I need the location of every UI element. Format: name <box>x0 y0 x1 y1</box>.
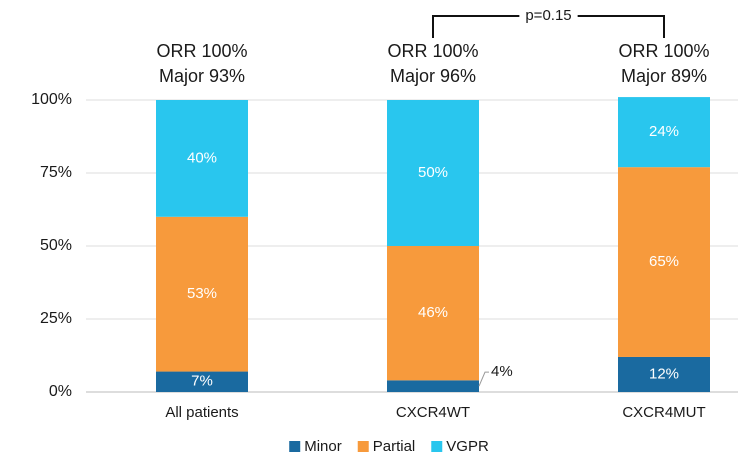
bracket-label-bg <box>519 6 578 24</box>
value-label: 4% <box>491 363 513 380</box>
bar-segment <box>387 380 479 392</box>
bracket-label: p=0.15 <box>525 7 571 24</box>
y-tick-label: 75% <box>40 164 72 181</box>
bar-segment <box>156 371 248 392</box>
value-label: 24% <box>649 123 679 140</box>
value-label: 53% <box>187 285 217 302</box>
bar-segment <box>618 97 710 168</box>
value-label: 65% <box>649 253 679 270</box>
leader-line <box>478 371 489 387</box>
y-tick-label: 100% <box>31 91 72 108</box>
y-tick-label: 50% <box>40 237 72 254</box>
legend-swatch <box>357 441 369 452</box>
y-tick-label: 0% <box>49 383 72 400</box>
bar-annotation: Major 93% <box>159 66 245 86</box>
legend-label: VGPR <box>446 438 489 455</box>
bar-segment <box>618 167 710 357</box>
x-tick-label: CXCR4MUT <box>622 404 705 421</box>
bar-annotation: ORR 100% <box>156 41 247 61</box>
bar-annotation: Major 89% <box>621 66 707 86</box>
bar-segment <box>387 100 479 246</box>
value-label: 50% <box>418 164 448 181</box>
x-tick-label: CXCR4WT <box>396 404 470 421</box>
legend-swatch <box>431 441 443 452</box>
bar-segment <box>387 246 479 381</box>
legend-swatch <box>289 441 301 452</box>
y-tick-label: 25% <box>40 310 72 327</box>
bar-annotation: ORR 100% <box>618 41 709 61</box>
value-label: 46% <box>418 304 448 321</box>
legend-label: Partial <box>373 438 416 455</box>
legend-label: Minor <box>304 438 342 455</box>
value-label: 12% <box>649 365 679 382</box>
x-tick-label: All patients <box>165 404 238 421</box>
bar-segment <box>618 356 710 392</box>
value-label: 40% <box>187 149 217 166</box>
bar-segment <box>156 100 248 217</box>
bar-segment <box>156 216 248 372</box>
bar-annotation: Major 96% <box>390 66 476 86</box>
bar-annotation: ORR 100% <box>387 41 478 61</box>
value-label: 7% <box>191 373 213 390</box>
